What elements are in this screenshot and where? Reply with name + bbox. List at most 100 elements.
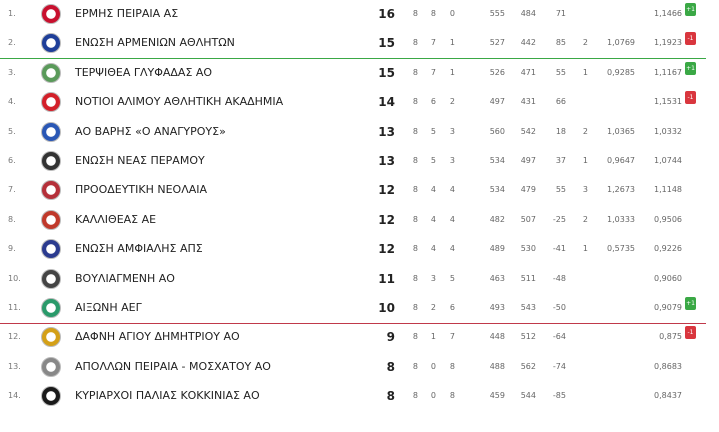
points: 15 (378, 65, 395, 80)
stat-pf: 463 (489, 273, 505, 283)
stat-diff: -41 (552, 244, 566, 254)
stat-gp: 8 (412, 214, 418, 224)
team-name: ΕΝΩΣΗ ΝΕΑΣ ΠΕΡΑΜΟΥ (75, 154, 205, 167)
stat-ratio: 0,9506 (654, 214, 682, 224)
stat-gp: 8 (412, 361, 418, 371)
stat-gp: 8 (412, 303, 418, 312)
points: 10 (378, 301, 395, 315)
stat-pf: 560 (489, 126, 505, 136)
position: 12. (8, 332, 21, 342)
change-badge: -1 (685, 91, 696, 105)
stat-gp: 8 (412, 126, 418, 136)
stat-diff: 18 (555, 126, 566, 136)
stat-l: 1 (449, 67, 455, 77)
stat-diff: -74 (552, 361, 566, 371)
zone-separator (0, 58, 706, 60)
stat-tbr: 1,0333 (607, 214, 635, 224)
position: 11. (8, 303, 21, 312)
stat-pa: 562 (520, 361, 536, 371)
stat-w: 0 (430, 361, 436, 371)
stat-pa: 530 (520, 244, 536, 254)
stat-ratio: 0,9060 (654, 273, 682, 283)
stat-tb: 2 (582, 38, 588, 48)
stat-ratio: 0,875 (659, 332, 682, 342)
stat-pa: 507 (520, 214, 536, 224)
team-logo (41, 92, 61, 113)
stat-l: 3 (449, 126, 455, 136)
stat-gp: 8 (412, 156, 418, 165)
stat-ratio: 1,0332 (654, 126, 682, 136)
team-logo (41, 327, 61, 348)
stat-diff: 55 (555, 67, 566, 77)
stat-l: 3 (449, 156, 455, 165)
stat-l: 4 (449, 214, 455, 224)
team-name: ΠΡΟΟΔΕΥΤΙΚΗ ΝΕΟΛΑΙΑ (75, 183, 208, 197)
team-name: ΕΡΜΗΣ ΠΕΙΡΑΙΑ ΑΣ (75, 7, 179, 20)
position: 4. (8, 97, 16, 107)
stat-tb: 1 (582, 156, 588, 165)
stat-pf: 493 (489, 303, 505, 312)
stat-l: 8 (449, 361, 455, 371)
stat-pf: 488 (489, 361, 505, 371)
points: 13 (378, 154, 395, 168)
change-badge: -1 (685, 326, 696, 340)
stat-diff: 71 (555, 9, 566, 18)
stat-ratio: 1,0744 (654, 156, 682, 165)
team-name: ΒΟΥΛΙΑΓΜΕΝΗ ΑΟ (75, 271, 175, 285)
stat-tbr: 0,5735 (607, 244, 635, 254)
stat-diff: 55 (555, 185, 566, 195)
points: 12 (378, 212, 395, 227)
stat-w: 3 (430, 273, 436, 283)
stat-l: 1 (449, 38, 455, 48)
team-name: ΤΕΡΨΙΘΕΑ ΓΛΥΦΑΔΑΣ ΑΟ (75, 65, 213, 79)
stat-ratio: 0,9079 (654, 303, 682, 312)
change-badge: +1 (685, 61, 696, 75)
stat-tbr: 1,2673 (607, 185, 635, 195)
stat-pa: 471 (520, 67, 536, 77)
stat-w: 7 (430, 38, 436, 48)
points: 9 (386, 330, 395, 345)
stat-w: 2 (430, 303, 436, 312)
stat-tbr: 1,0365 (607, 126, 635, 136)
stat-l: 4 (449, 185, 455, 195)
position: 7. (8, 185, 16, 195)
team-logo (41, 356, 61, 377)
stat-diff: -50 (552, 303, 566, 312)
stat-w: 4 (430, 185, 436, 195)
team-name: ΕΝΩΣΗ ΑΡΜΕΝΙΩΝ ΑΘΛΗΤΩΝ (75, 36, 235, 50)
points: 8 (386, 359, 395, 374)
stat-ratio: 1,1923 (654, 38, 682, 48)
stat-tbr: 0,9647 (607, 156, 635, 165)
team-logo (41, 4, 61, 24)
zone-separator (0, 322, 706, 324)
stat-gp: 8 (412, 332, 418, 342)
position: 2. (8, 38, 16, 48)
stat-gp: 8 (412, 185, 418, 195)
position: 14. (8, 391, 21, 401)
change-badge: -1 (685, 32, 696, 46)
team-logo (41, 62, 61, 83)
position: 10. (8, 273, 21, 283)
stat-ratio: 1,1531 (654, 97, 682, 107)
stat-w: 6 (430, 97, 436, 107)
stat-diff: 37 (555, 156, 566, 165)
stat-tb: 2 (582, 126, 588, 136)
points: 11 (378, 271, 395, 286)
points: 14 (378, 95, 395, 110)
stat-pa: 497 (520, 156, 536, 165)
stat-gp: 8 (412, 273, 418, 283)
stat-pf: 482 (489, 214, 505, 224)
stat-pf: 534 (489, 185, 505, 195)
stat-pf: 489 (489, 244, 505, 254)
stat-ratio: 0,9226 (654, 244, 682, 254)
team-logo (41, 151, 61, 171)
team-name: ΕΝΩΣΗ ΑΜΦΙΑΛΗΣ ΑΠΣ (75, 242, 203, 256)
position: 3. (8, 67, 16, 77)
stat-gp: 8 (412, 391, 418, 401)
stat-pf: 459 (489, 391, 505, 401)
team-name: ΑΟ ΒΑΡΗΣ «Ο ΑΝΑΓΥΡΟΥΣ» (75, 124, 226, 138)
stat-pf: 534 (489, 156, 505, 165)
stat-w: 0 (430, 391, 436, 401)
stat-tb: 1 (582, 244, 588, 254)
stat-w: 8 (430, 9, 436, 18)
